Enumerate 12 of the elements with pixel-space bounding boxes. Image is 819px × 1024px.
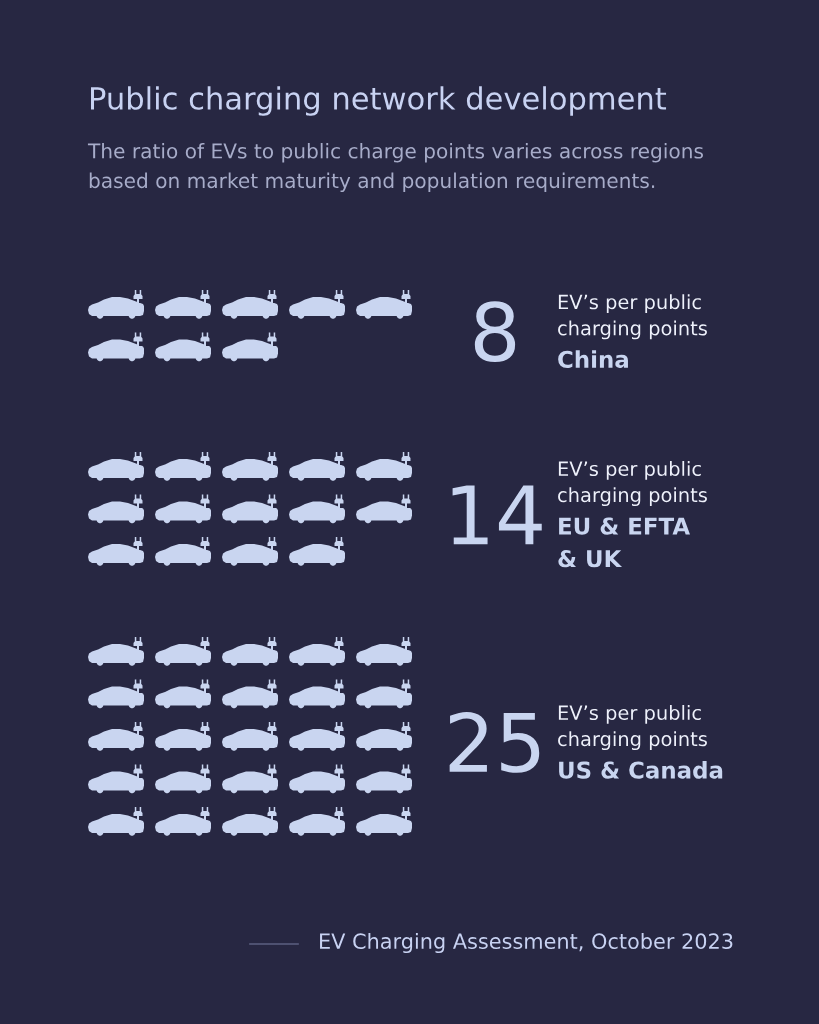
text: EV’s per public charging points [558,461,707,507]
text: The ratio of EVs to public charge points varies across regions based on market maturity and population requirements. [87,143,703,193]
text: Public charging network development [91,86,667,116]
text: EV’s per public charging points [558,705,707,751]
text: EV Charging Assessment, October 2023 [320,932,733,954]
text: EV’s per public charging points [558,294,707,340]
category-label: China [558,350,628,368]
data-label: 25 [449,711,540,773]
category-label: EU & EFTA & UK [558,517,690,568]
category-label: US & Canada [559,761,723,779]
data-label: 14 [452,485,542,545]
data-label: 8 [474,301,516,363]
